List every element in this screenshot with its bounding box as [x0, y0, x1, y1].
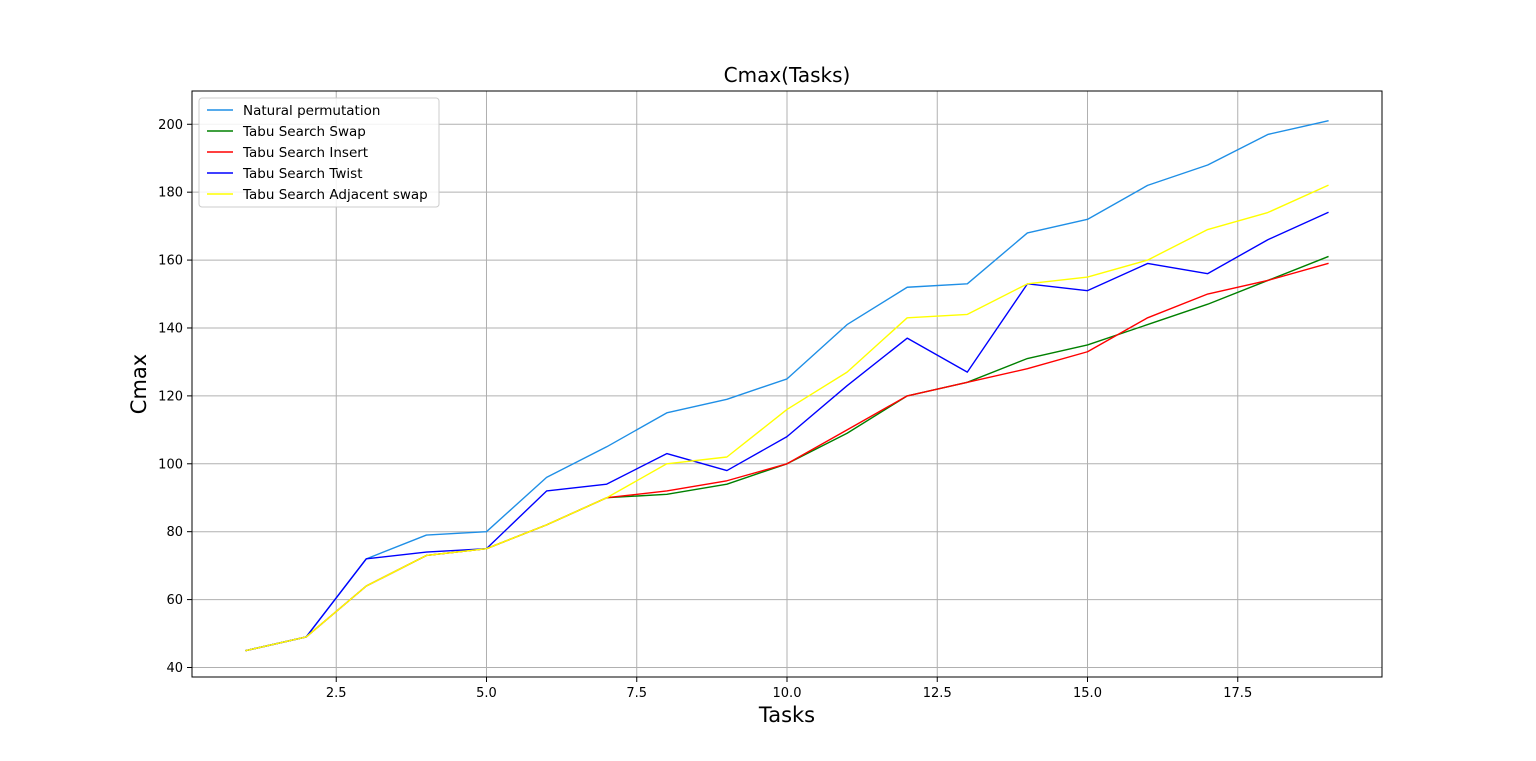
legend: Natural permutation Tabu Search Swap Tabu … — [198, 97, 440, 208]
y-tick-label: 180 — [158, 186, 183, 201]
x-tick-label: 12.5 — [923, 686, 952, 701]
x-tick-label: 7.5 — [626, 686, 647, 701]
grid-lines — [192, 91, 1382, 677]
y-tick-label: 60 — [166, 593, 183, 608]
y-tick-label: 100 — [158, 457, 183, 472]
y-tick-label: 200 — [158, 118, 183, 133]
y-tick-label: 40 — [166, 661, 183, 676]
x-tick-label: 15.0 — [1073, 686, 1102, 701]
legend-entry-label: Tabu Search Swap — [242, 124, 366, 140]
y-tick-label: 140 — [158, 321, 183, 336]
legend-entry-label: Natural permutation — [243, 103, 380, 119]
y-axis-label: Cmax — [127, 354, 151, 414]
y-tick-label: 120 — [158, 389, 183, 404]
x-tick-label: 5.0 — [476, 686, 497, 701]
series-lines — [245, 120, 1329, 652]
series-line-natural-permutation — [245, 120, 1329, 652]
x-tick-label: 10.0 — [773, 686, 802, 701]
legend-entry-label: Tabu Search Insert — [242, 145, 368, 161]
chart-title: Cmax(Tasks) — [724, 63, 851, 87]
y-axis-ticks: 40 60 80 100 120 140 160 180 200 — [158, 118, 192, 676]
x-axis-ticks: 2.5 5.0 7.5 10.0 12.5 15.0 17.5 — [326, 677, 1252, 701]
series-line-tabu-search-twist — [245, 211, 1329, 652]
legend-entry-label: Tabu Search Adjacent swap — [242, 187, 428, 203]
x-tick-label: 17.5 — [1223, 686, 1252, 701]
x-axis-label: Tasks — [758, 703, 815, 727]
x-tick-label: 2.5 — [326, 686, 347, 701]
series-line-tabu-search-adjacent-swap — [245, 184, 1329, 652]
legend-box — [198, 97, 440, 208]
y-tick-label: 160 — [158, 254, 183, 269]
y-tick-label: 80 — [166, 525, 183, 540]
legend-entry-label: Tabu Search Twist — [242, 166, 363, 182]
